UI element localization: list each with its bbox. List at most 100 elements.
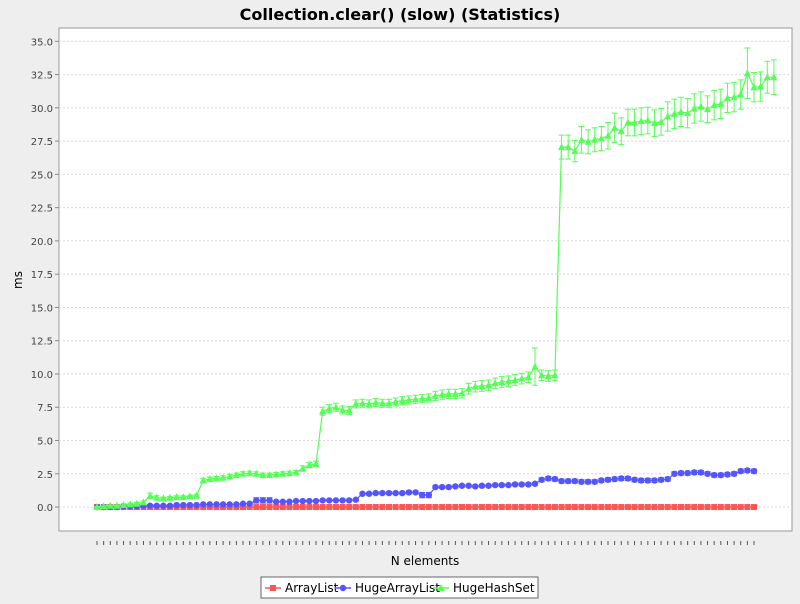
data-point: [346, 504, 353, 511]
data-point: [100, 502, 108, 510]
y-tick-label: 15.0: [31, 303, 53, 314]
data-point: [525, 504, 532, 511]
data-point: [126, 500, 134, 508]
data-point: [678, 504, 684, 511]
data-point: [372, 504, 379, 511]
data-point: [339, 405, 347, 413]
data-point: [471, 382, 479, 390]
data-point: [219, 473, 227, 481]
y-tick-label: 12.5: [31, 337, 53, 348]
data-point: [246, 504, 253, 511]
data-point: [724, 471, 731, 478]
legend-frame: [260, 576, 539, 599]
data-point: [704, 105, 712, 113]
data-point: [266, 497, 273, 504]
y-tick-label: 27.5: [31, 137, 53, 148]
data-point: [763, 73, 771, 81]
data-point: [259, 504, 266, 511]
data-point: [452, 504, 459, 511]
data-point: [465, 384, 473, 392]
data-point: [166, 493, 174, 501]
data-point: [153, 502, 160, 509]
data-point: [677, 107, 685, 115]
y-tick-label: 5.0: [37, 437, 53, 448]
data-point: [591, 478, 598, 485]
data-point: [432, 483, 439, 491]
data-point: [279, 504, 286, 511]
data-point: [193, 501, 200, 509]
y-tick-label: 7.5: [37, 403, 53, 414]
data-point: [485, 482, 492, 489]
data-point: [259, 497, 267, 504]
y-axis-label: ms: [11, 271, 25, 289]
data-point: [345, 406, 353, 414]
data-point: [564, 143, 572, 151]
data-point: [272, 498, 280, 505]
data-point: [299, 464, 307, 472]
data-point: [286, 498, 293, 505]
data-point: [339, 504, 346, 511]
data-point: [704, 470, 711, 477]
data-point: [392, 397, 400, 405]
data-point: [618, 475, 625, 482]
data-point: [664, 112, 672, 120]
data-point: [744, 467, 751, 474]
data-point: [166, 502, 174, 509]
data-point: [345, 497, 353, 504]
data-point: [638, 504, 645, 511]
data-point: [624, 504, 631, 511]
data-point: [731, 504, 738, 511]
data-point: [617, 127, 625, 135]
data-point: [186, 501, 194, 509]
data-point: [212, 474, 220, 482]
data-point: [319, 497, 326, 504]
data-point: [624, 118, 632, 126]
data-point: [253, 497, 260, 504]
y-axis-ticks: 0.0 2.5 5.0 7.5 10.0 12.5 15.0 17.5 20.0 22.5 25.0…: [31, 37, 59, 514]
data-point: [240, 504, 246, 511]
data-point: [199, 501, 207, 508]
data-point: [491, 481, 499, 489]
data-point: [743, 69, 751, 77]
data-point: [326, 497, 333, 504]
data-point: [644, 116, 652, 124]
data-point: [730, 470, 738, 477]
data-point: [684, 469, 691, 477]
data-point: [624, 475, 632, 482]
data-point: [425, 504, 432, 511]
data-point: [412, 504, 419, 511]
data-point: [465, 504, 472, 511]
data-point: [578, 478, 585, 485]
data-point: [637, 117, 645, 125]
data-point: [571, 147, 579, 155]
data-point: [306, 504, 313, 511]
data-point: [538, 371, 546, 379]
data-point: [445, 483, 452, 491]
data-point: [445, 389, 453, 397]
data-point: [332, 403, 340, 411]
data-point: [239, 469, 247, 477]
series-hugearraylist: [93, 467, 758, 511]
data-point: [591, 504, 598, 511]
data-point: [252, 469, 260, 477]
data-point: [717, 99, 725, 107]
data-point: [439, 504, 446, 511]
data-point: [405, 489, 413, 496]
data-point: [312, 459, 320, 467]
data-point: [492, 504, 499, 511]
data-point: [266, 504, 273, 511]
data-point: [120, 501, 128, 509]
data-point: [306, 497, 313, 505]
data-point: [392, 504, 399, 511]
data-point: [425, 393, 433, 401]
data-point: [478, 482, 486, 489]
data-point: [246, 469, 254, 477]
data-point: [551, 371, 559, 379]
data-point: [458, 389, 466, 397]
data-point: [651, 504, 658, 511]
data-point: [711, 504, 718, 511]
data-point: [525, 481, 532, 488]
data-point: [293, 504, 300, 511]
data-point: [598, 504, 605, 511]
data-point: [498, 377, 506, 385]
